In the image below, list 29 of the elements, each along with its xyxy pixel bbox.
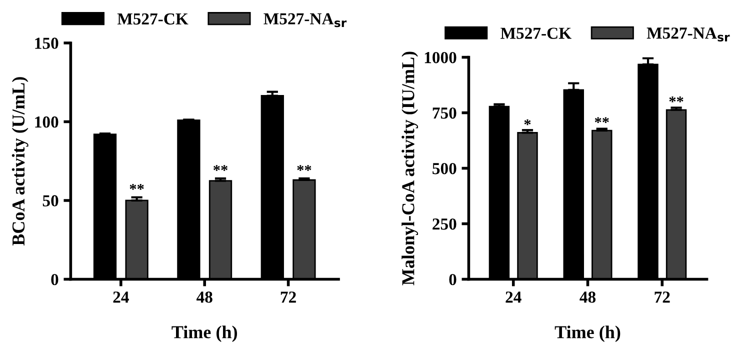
x-tick-label: 72 bbox=[280, 292, 296, 303]
x-axis-title: Time (h) bbox=[172, 326, 237, 342]
y-axis-title: BCoA activity (U/mL) bbox=[12, 77, 28, 246]
y-tick-label: 100 bbox=[35, 116, 58, 128]
annotation: ** bbox=[594, 117, 609, 123]
x-tick-label: 24 bbox=[506, 292, 522, 303]
x-tick-label: 72 bbox=[654, 292, 670, 303]
x-axis-title: Time (h) bbox=[554, 326, 620, 342]
legend-label: M527-CK bbox=[117, 13, 188, 25]
legend-label: M527-NA$_{sr}$ bbox=[264, 13, 347, 28]
y-tick-label: 50 bbox=[42, 195, 58, 206]
y-tick-label: 0 bbox=[449, 274, 456, 286]
annotation: ** bbox=[297, 165, 312, 171]
y-tick-label: 1000 bbox=[424, 52, 456, 64]
y-tick-label: 0 bbox=[51, 274, 58, 286]
annotation: ** bbox=[214, 165, 228, 171]
legend-label: M527-NA$_{sr}$ bbox=[646, 28, 730, 42]
y-tick-label: 500 bbox=[432, 162, 456, 174]
y-tick-label: 250 bbox=[432, 218, 456, 230]
annotation: ** bbox=[130, 184, 144, 190]
y-tick-label: 750 bbox=[432, 107, 456, 119]
y-axis-title: Malonyl-CoA activity (IU/mL) bbox=[402, 52, 418, 286]
x-tick-label: 48 bbox=[580, 292, 596, 303]
y-tick-label: 150 bbox=[35, 38, 58, 49]
annotation: ** bbox=[669, 96, 684, 102]
legend-label: M527-CK bbox=[500, 28, 572, 39]
x-tick-label: 24 bbox=[113, 292, 129, 303]
x-tick-label: 48 bbox=[196, 292, 212, 303]
annotation: * bbox=[524, 119, 531, 126]
